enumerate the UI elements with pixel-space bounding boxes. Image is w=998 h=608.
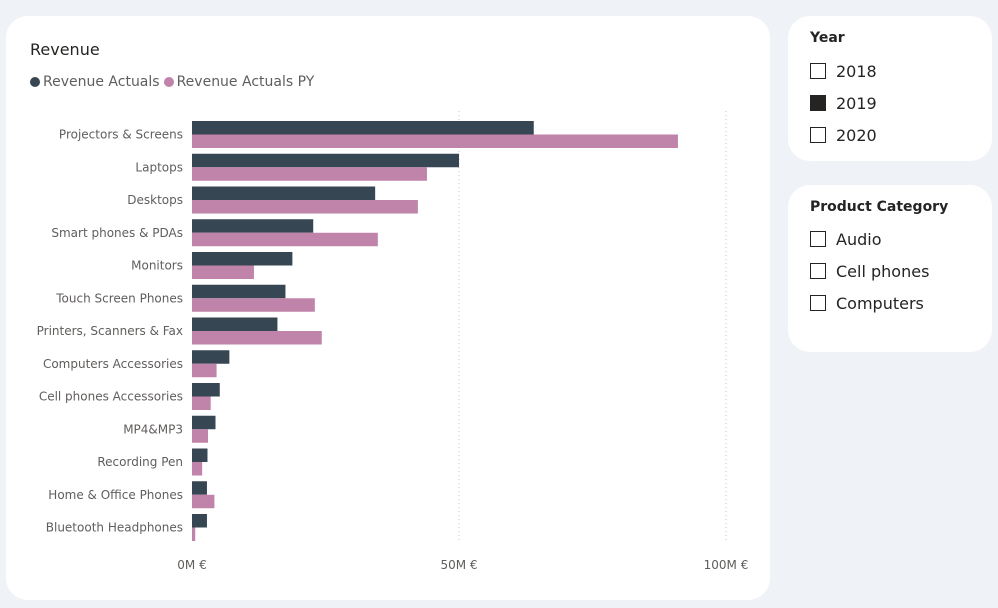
bar-actuals-py[interactable] xyxy=(192,200,418,214)
chart-legend: Revenue Actuals Revenue Actuals PY xyxy=(30,74,318,90)
product-category-slicer: Product Category Audio Cell phones Compute… xyxy=(788,185,992,352)
legend-dot-actuals-py-icon xyxy=(163,77,174,87)
category-slicer-title: Product Category xyxy=(810,199,949,215)
bar-actuals-py[interactable] xyxy=(192,134,678,149)
bar-actuals-py[interactable] xyxy=(192,167,427,181)
legend-item-actuals-py[interactable]: Revenue Actuals PY xyxy=(163,74,315,90)
bar-actuals[interactable] xyxy=(192,284,286,299)
bar-actuals-py[interactable] xyxy=(192,232,378,247)
category-label: Monitors xyxy=(131,259,183,273)
bar-actuals-py[interactable] xyxy=(192,527,196,542)
year-slicer-list: 2018 2019 2020 xyxy=(810,55,877,151)
bar-actuals-py[interactable] xyxy=(192,494,215,509)
category-option-computers[interactable]: Computers xyxy=(810,287,929,319)
legend-item-actuals[interactable]: Revenue Actuals xyxy=(30,74,160,90)
bar-actuals[interactable] xyxy=(192,219,314,233)
year-option-label: 2018 xyxy=(836,61,877,81)
chart-title: Revenue xyxy=(30,40,100,59)
bar-chart: Projectors & Screens Laptops Desktops Smart… xyxy=(37,111,749,572)
year-option-label: 2019 xyxy=(836,93,877,113)
bar-actuals[interactable] xyxy=(192,350,230,364)
legend-label-actuals-py: Revenue Actuals PY xyxy=(176,74,315,90)
year-option-label: 2020 xyxy=(836,125,877,145)
category-label: MP4&MP3 xyxy=(123,422,183,436)
bar-actuals[interactable] xyxy=(192,448,208,463)
bar-actuals-py[interactable] xyxy=(192,331,322,345)
category-option-label: Computers xyxy=(836,293,924,313)
bar-actuals[interactable] xyxy=(192,121,534,135)
bar-actuals[interactable] xyxy=(192,186,376,201)
checkbox-icon[interactable] xyxy=(810,231,826,247)
bar-actuals[interactable] xyxy=(192,252,293,266)
category-option-label: Cell phones xyxy=(836,261,930,281)
legend-label-actuals: Revenue Actuals xyxy=(43,74,160,90)
category-label: Touch Screen Phones xyxy=(55,291,183,305)
category-label: Cell phones Accessories xyxy=(39,390,183,404)
bar-actuals[interactable] xyxy=(192,514,207,528)
bar-actuals-py[interactable] xyxy=(192,363,217,378)
x-tick-label: 100M € xyxy=(704,558,749,572)
x-tick-label: 50M € xyxy=(440,558,477,572)
category-slicer-list: Audio Cell phones Computers xyxy=(810,223,929,319)
revenue-chart-card: Revenue Revenue Actuals Revenue Actuals … xyxy=(6,16,770,600)
category-option-cell-phones[interactable]: Cell phones xyxy=(810,255,929,287)
bar-actuals-py[interactable] xyxy=(192,298,315,312)
category-option-audio[interactable]: Audio xyxy=(810,223,929,255)
bar-actuals[interactable] xyxy=(192,383,220,397)
checkbox-icon[interactable] xyxy=(810,295,826,311)
category-label: Smart phones & PDAs xyxy=(51,226,183,240)
category-label: Projectors & Screens xyxy=(59,128,183,142)
bar-actuals-py[interactable] xyxy=(192,265,254,280)
category-label: Home & Office Phones xyxy=(48,488,183,502)
category-option-label: Audio xyxy=(836,229,882,249)
checkbox-icon[interactable] xyxy=(810,95,826,111)
checkbox-icon[interactable] xyxy=(810,127,826,143)
bar-actuals[interactable] xyxy=(192,153,459,168)
category-label: Bluetooth Headphones xyxy=(46,521,183,535)
year-option-2020[interactable]: 2020 xyxy=(810,119,877,151)
year-slicer: Year 2018 2019 2020 xyxy=(788,16,992,161)
bar-actuals-py[interactable] xyxy=(192,429,209,443)
bar-actuals[interactable] xyxy=(192,415,216,430)
year-option-2019[interactable]: 2019 xyxy=(810,87,877,119)
bar-actuals-py[interactable] xyxy=(192,462,203,476)
x-tick-label: 0M € xyxy=(177,558,206,572)
bar-actuals[interactable] xyxy=(192,481,207,495)
bar-actuals[interactable] xyxy=(192,317,278,332)
year-option-2018[interactable]: 2018 xyxy=(810,55,877,87)
category-label: Recording Pen xyxy=(97,455,183,469)
year-slicer-title: Year xyxy=(810,30,845,46)
category-label: Desktops xyxy=(127,193,183,207)
category-label: Printers, Scanners & Fax xyxy=(37,324,183,338)
bar-actuals-py[interactable] xyxy=(192,396,211,411)
checkbox-icon[interactable] xyxy=(810,263,826,279)
legend-dot-actuals-icon xyxy=(30,77,40,87)
checkbox-icon[interactable] xyxy=(810,63,826,79)
category-label: Computers Accessories xyxy=(43,357,183,371)
category-label: Laptops xyxy=(135,160,183,174)
